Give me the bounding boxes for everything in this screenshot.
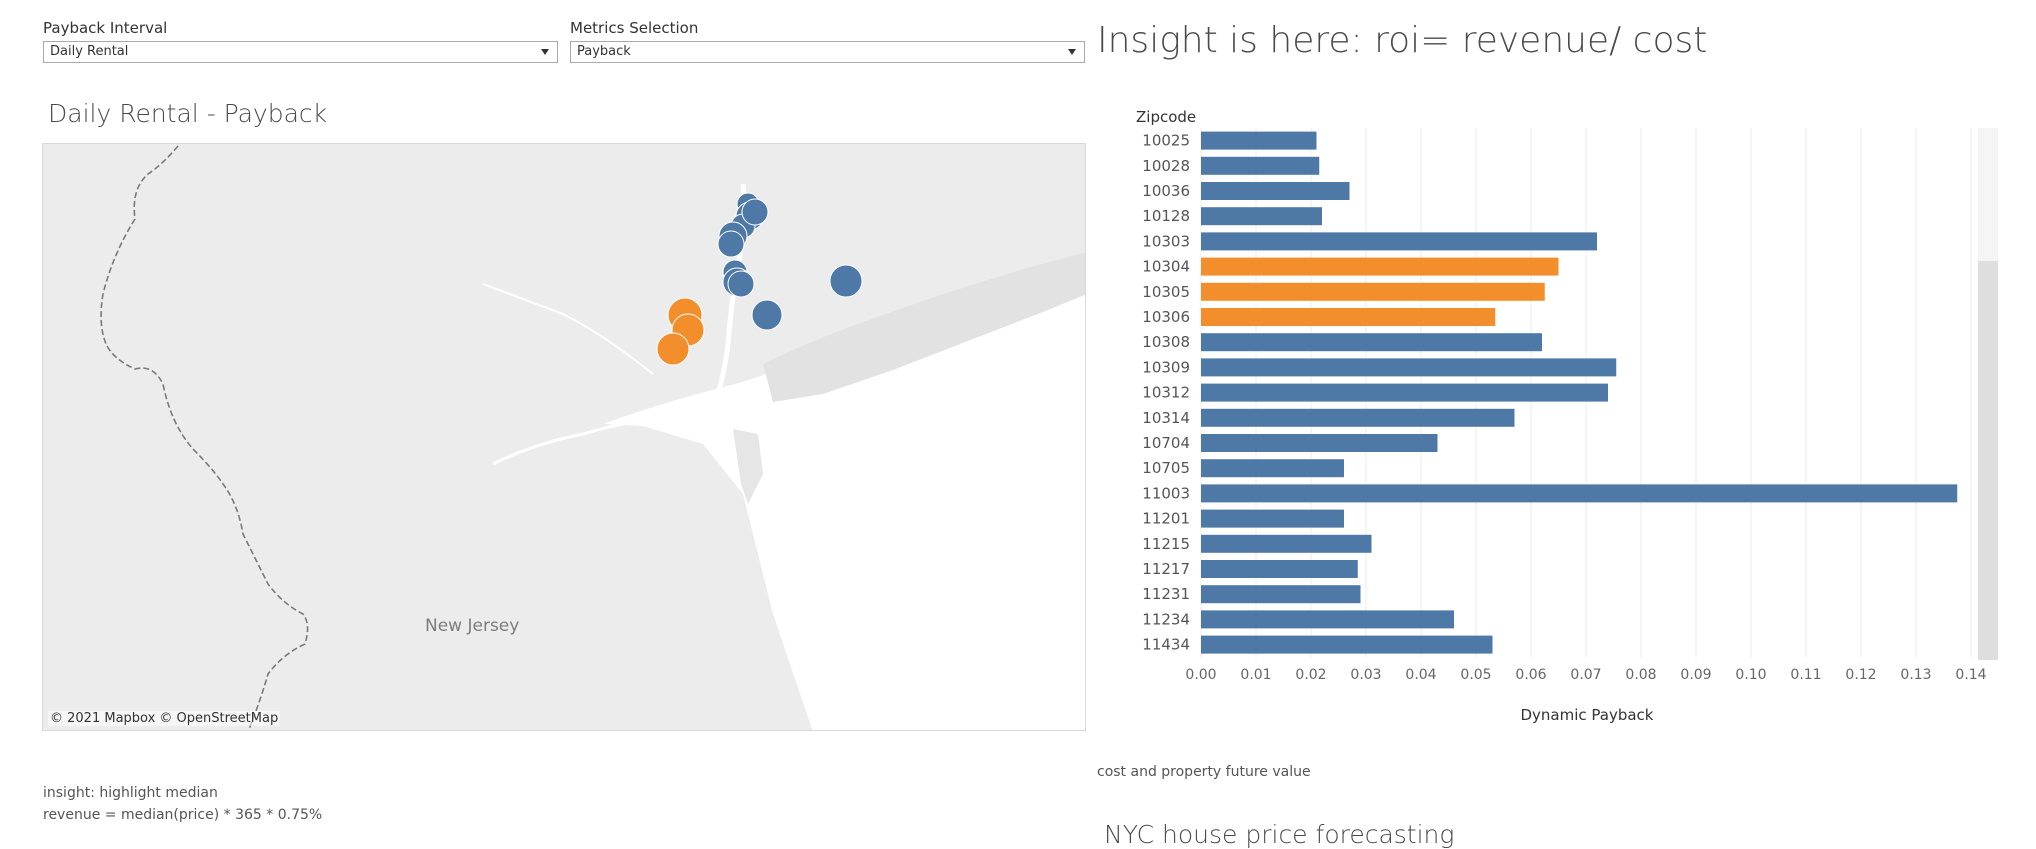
x-tick-label: 0.02 [1295,667,1326,683]
bar-10306[interactable] [1201,308,1496,326]
zipcode-label-10304: 10304 [1142,258,1190,276]
bar-10309[interactable] [1201,358,1617,377]
zipcode-label-10314: 10314 [1142,409,1190,427]
zipcode-label-10025: 10025 [1142,132,1190,150]
forecast-title: NYC house price forecasting [1104,820,1455,849]
zipcode-label-10128: 10128 [1142,207,1190,225]
marker-10306[interactable] [656,332,690,366]
ocean-area [603,262,1085,730]
zipcode-label-10028: 10028 [1142,157,1190,175]
metrics-selection-value: Payback [577,44,631,59]
zipcode-label-11003: 11003 [1142,484,1190,502]
marker-11434[interactable] [751,299,783,331]
x-tick-label: 0.06 [1515,667,1546,683]
zipcode-label-11231: 11231 [1142,585,1190,603]
revenue-formula-caption: revenue = median(price) * 365 * 0.75% [43,807,323,823]
x-tick-label: 0.11 [1790,667,1821,683]
bar-11201[interactable] [1201,509,1344,528]
bar-10305[interactable] [1201,282,1545,301]
x-tick-label: 0.12 [1845,667,1876,683]
x-tick-label: 0.07 [1570,667,1601,683]
payback-interval-value: Daily Rental [50,44,129,59]
zipcode-label-10308: 10308 [1142,333,1190,351]
x-tick-label: 0.08 [1625,667,1656,683]
cost-note-caption: cost and property future value [1097,764,1311,780]
payback-bar-chart[interactable]: 10025 10028 10036 10128 10303 10304 10305 10306… [1128,100,2008,740]
x-tick-label: 0.10 [1735,667,1766,683]
zipcode-label-10306: 10306 [1142,308,1190,326]
bar-10704[interactable] [1201,434,1438,452]
bar-11215[interactable] [1201,534,1372,553]
x-tick-label: 0.00 [1185,667,1216,683]
payback-interval-label: Payback Interval [43,19,168,37]
zipcode-label-10036: 10036 [1142,182,1190,200]
bar-10036[interactable] [1201,182,1350,200]
x-tick-label: 0.01 [1240,667,1271,683]
chevron-down-icon[interactable] [541,49,549,55]
payback-interval-dropdown[interactable]: Daily Rental [43,41,558,63]
map-attribution[interactable]: © 2021 Mapbox © OpenStreetMap [48,711,281,726]
marker-11217[interactable] [717,230,745,258]
bar-10304[interactable] [1201,257,1559,276]
passaic-river [482,283,654,375]
x-axis-label: Dynamic Payback [1520,706,1653,724]
bar-10128[interactable] [1201,207,1322,226]
marker-10128[interactable] [741,198,769,226]
map-canvas[interactable] [43,144,1086,731]
zipcode-label-11217: 11217 [1142,560,1190,578]
zipcode-label-11201: 11201 [1142,510,1190,528]
zipcode-label-10312: 10312 [1142,384,1190,402]
bar-10303[interactable] [1201,232,1597,251]
marker-11003[interactable] [829,264,863,298]
bar-10028[interactable] [1201,156,1320,175]
bar-11003[interactable] [1201,484,1958,503]
zipcode-label-11215: 11215 [1142,535,1190,553]
metrics-selection-dropdown[interactable]: Payback [570,41,1085,63]
zipcode-header: Zipcode [1136,108,1196,126]
new-jersey-label: New Jersey [425,616,520,636]
x-tick-label: 0.09 [1680,667,1711,683]
x-tick-label: 0.14 [1955,667,1986,683]
scrollbar-thumb[interactable] [1978,261,1998,660]
zipcode-label-10705: 10705 [1142,459,1190,477]
x-tick-label: 0.03 [1350,667,1381,683]
zipcode-label-10305: 10305 [1142,283,1190,301]
bar-11234[interactable] [1201,610,1454,629]
bar-11434[interactable] [1201,635,1493,654]
state-boundary [100,145,309,730]
x-tick-label: 0.13 [1900,667,1931,683]
chevron-down-icon[interactable] [1068,49,1076,55]
chart-bars[interactable] [1201,131,1958,654]
chart-x-ticks: 0.00 0.01 0.02 0.03 0.04 0.05 0.06 0.07 0.08 0.09… [1185,667,1986,683]
bar-11217[interactable] [1201,560,1358,578]
bar-10314[interactable] [1201,408,1515,427]
x-tick-label: 0.04 [1405,667,1436,683]
zipcode-label-11234: 11234 [1142,610,1190,628]
zipcode-label-11434: 11434 [1142,636,1190,654]
nj-coast-spit [733,429,763,504]
zipcode-label-10309: 10309 [1142,358,1190,376]
metrics-selection-label: Metrics Selection [570,19,699,37]
marker-11234[interactable] [727,270,755,298]
x-tick-label: 0.05 [1460,667,1491,683]
bar-10308[interactable] [1201,333,1542,352]
bar-10025[interactable] [1201,131,1317,150]
bar-10312[interactable] [1201,383,1608,402]
zipcode-label-10303: 10303 [1142,232,1190,250]
chart-row-labels: 10025 10028 10036 10128 10303 10304 10305 10306… [1142,132,1190,654]
zipcode-label-10704: 10704 [1142,434,1190,452]
insight-title: Insight is here: roi= revenue/ cost [1097,20,1708,61]
raritan-river [492,414,684,466]
map-title: Daily Rental - Payback [48,99,328,128]
long-island-landmass [763,252,1085,402]
bar-11231[interactable] [1201,585,1361,604]
chart-canvas[interactable]: 10025 10028 10036 10128 10303 10304 10305 10306… [1128,100,2008,740]
map-view[interactable]: New Jersey © 2021 Mapbox © OpenStreetMap [42,143,1086,731]
bar-10705[interactable] [1201,459,1344,478]
insight-caption: insight: highlight median [43,785,218,801]
